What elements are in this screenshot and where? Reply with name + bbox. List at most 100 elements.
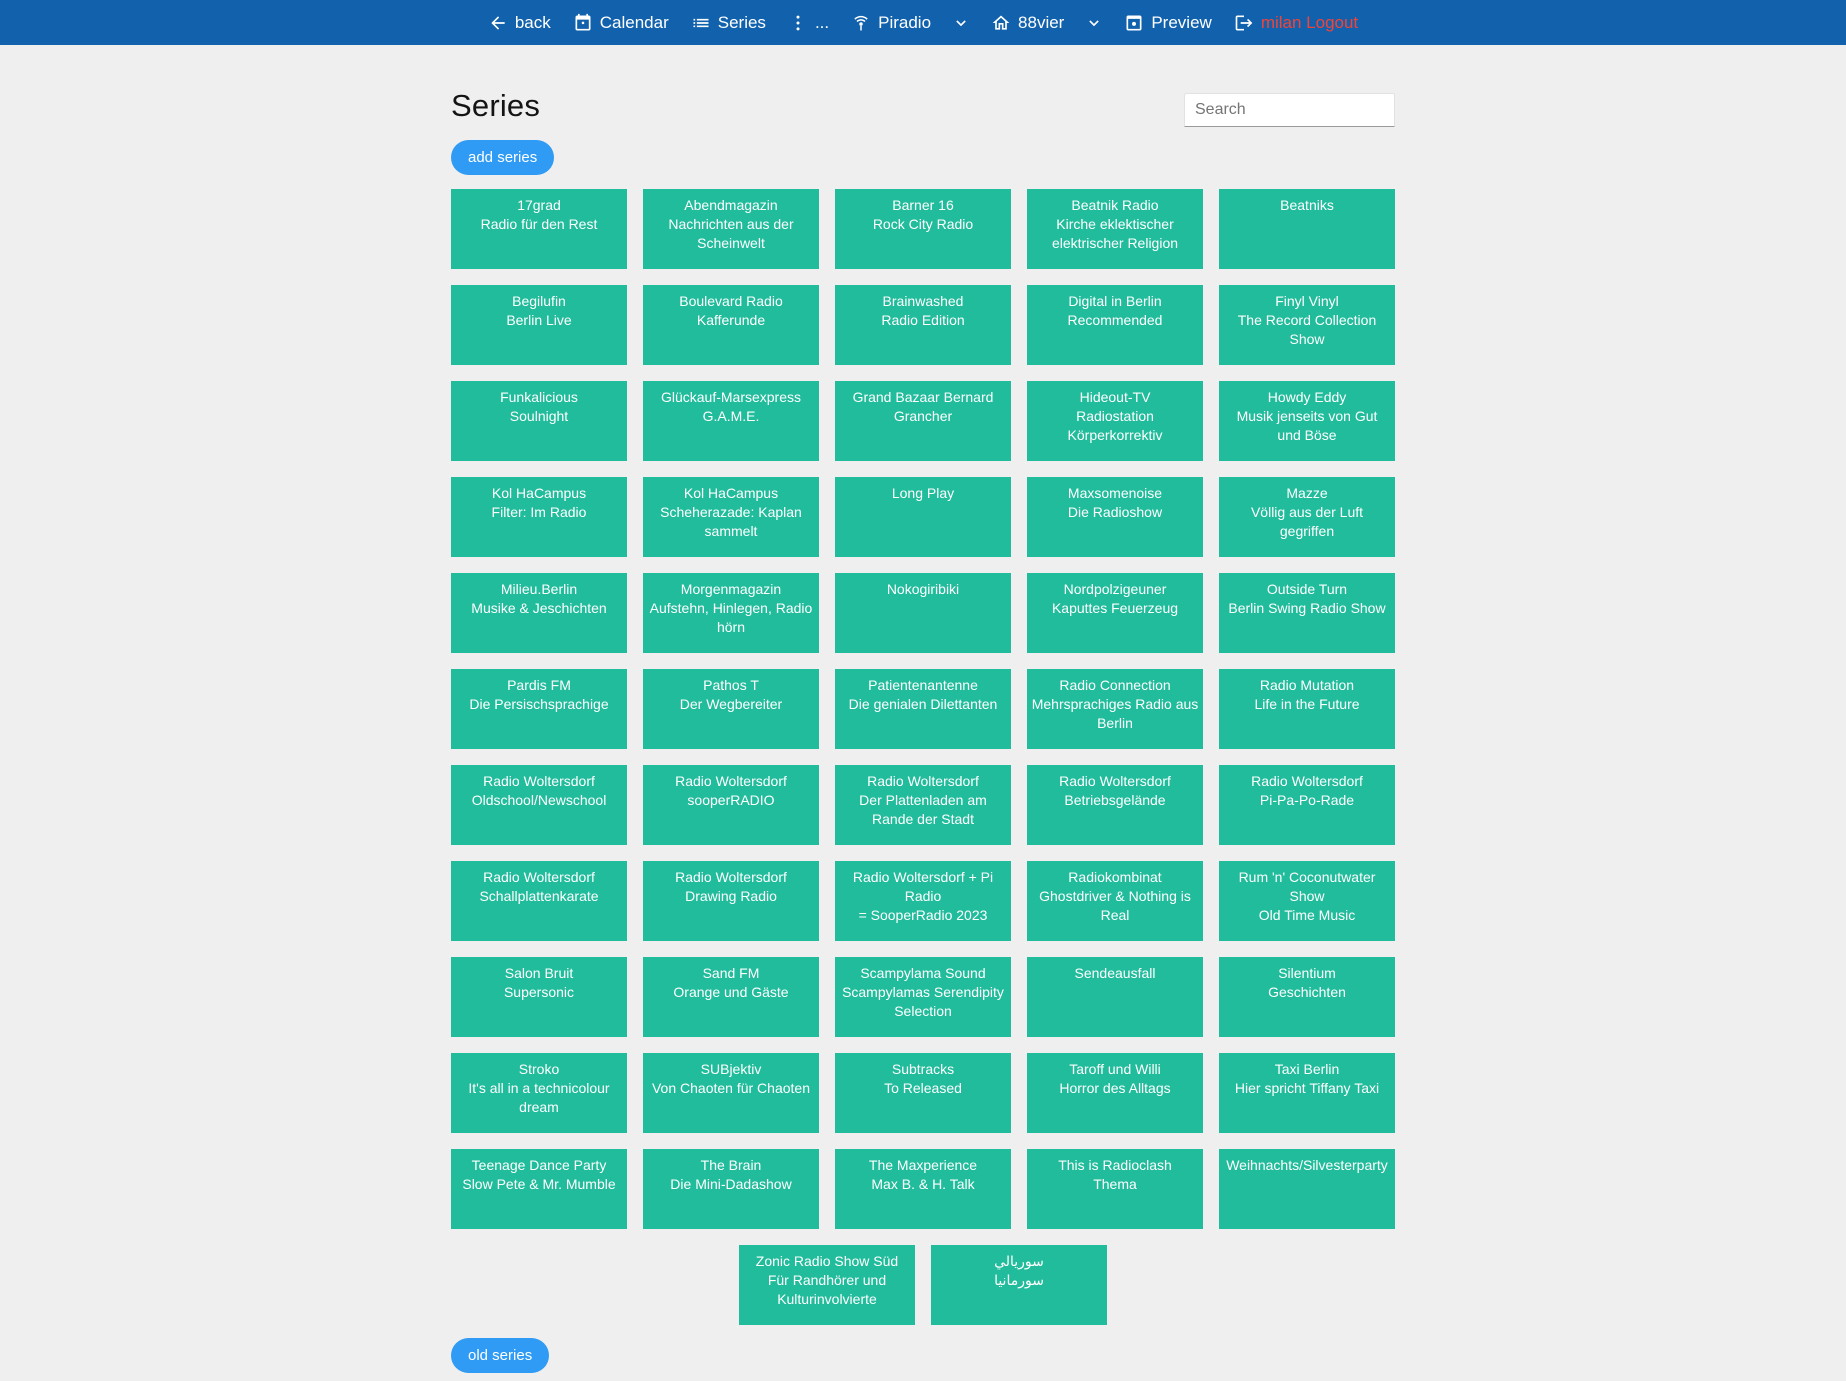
page-title: Series: [451, 88, 541, 123]
series-card[interactable]: Nordpolzigeuner Kaputtes Feuerzeug: [1027, 573, 1203, 653]
series-card[interactable]: Beatnik Radio Kirche eklektischer elektri…: [1027, 189, 1203, 269]
series-card[interactable]: Boulevard Radio Kafferunde: [643, 285, 819, 365]
series-card[interactable]: Radio Woltersdorf Drawing Radio: [643, 861, 819, 941]
series-card[interactable]: Salon Bruit Supersonic: [451, 957, 627, 1037]
series-card[interactable]: Radio Woltersdorf + Pi Radio = SooperRadi…: [835, 861, 1011, 941]
series-card[interactable]: Abendmagazin Nachrichten aus der Scheinwe…: [643, 189, 819, 269]
add-series-button[interactable]: add series: [451, 140, 555, 175]
series-card[interactable]: Finyl Vinyl The Record Collection Show: [1219, 285, 1395, 365]
series-card[interactable]: Subtracks To Released: [835, 1053, 1011, 1133]
series-card[interactable]: Maxsomenoise Die Radioshow: [1027, 477, 1203, 557]
series-card[interactable]: Beatniks: [1219, 189, 1395, 269]
series-card[interactable]: Radio Woltersdorf Schallplattenkarate: [451, 861, 627, 941]
series-card[interactable]: 17grad Radio für den Rest: [451, 189, 627, 269]
top-navbar-items: back Calendar Series... Piradio 88vier Previe…: [451, 0, 1395, 45]
series-name: Kol HaCampus: [491, 485, 587, 501]
nav-item-piradio[interactable]: Piradio: [840, 0, 942, 45]
series-card[interactable]: Grand Bazaar Bernard Grancher: [835, 381, 1011, 461]
nav-item-88vier[interactable]: 88vier: [980, 0, 1075, 45]
series-subtitle: Die genialen Dilettanten: [848, 696, 998, 712]
nav-item-station-dropdown[interactable]: [1075, 13, 1113, 33]
series-card[interactable]: Milieu.Berlin Musike & Jeschichten: [451, 573, 627, 653]
series-card[interactable]: Kol HaCampus Scheherazade: Kaplan sammelt: [643, 477, 819, 557]
series-subtitle: Scampylamas Serendipity Selection: [842, 984, 1004, 1019]
series-name: Nokogiribiki: [886, 581, 960, 597]
series-card[interactable]: سوريالي سورمانيا: [931, 1245, 1107, 1325]
series-card[interactable]: Teenage Dance Party Slow Pete & Mr. Mumbl…: [451, 1149, 627, 1229]
series-card[interactable]: Digital in Berlin Recommended: [1027, 285, 1203, 365]
nav-item-piradio-dropdown[interactable]: [942, 13, 980, 33]
series-card[interactable]: Morgenmagazin Aufstehn, Hinlegen, Radio h…: [643, 573, 819, 653]
series-card[interactable]: Sand FM Orange und Gäste: [643, 957, 819, 1037]
series-subtitle: Scheherazade: Kaplan sammelt: [660, 504, 802, 539]
series-subtitle: Radiostation Körperkorrektiv: [1067, 408, 1163, 443]
series-card[interactable]: Radio Mutation Life in the Future: [1219, 669, 1395, 749]
series-card[interactable]: Sendeausfall: [1027, 957, 1203, 1037]
series-card[interactable]: Radio Woltersdorf Der Plattenladen am Ran…: [835, 765, 1011, 845]
nav-item-series[interactable]: Series: [680, 0, 777, 45]
nav-item-back[interactable]: back: [477, 0, 562, 45]
series-card[interactable]: Brainwashed Radio Edition: [835, 285, 1011, 365]
series-card[interactable]: Radiokombinat Ghostdriver & Nothing is Re…: [1027, 861, 1203, 941]
series-name: Kol HaCampus: [683, 485, 779, 501]
series-card[interactable]: The Maxperience Max B. & H. Talk: [835, 1149, 1011, 1229]
series-card[interactable]: Radio Woltersdorf Pi-Pa-Po-Rade: [1219, 765, 1395, 845]
series-card[interactable]: Funkalicious Soulnight: [451, 381, 627, 461]
series-name: Radio Woltersdorf: [867, 773, 979, 789]
series-card[interactable]: Zonic Radio Show Süd Für Randhörer und Ku…: [739, 1245, 915, 1325]
series-card[interactable]: Long Play: [835, 477, 1011, 557]
series-card[interactable]: Weihnachts/Silvesterparty: [1219, 1149, 1395, 1229]
series-card[interactable]: Rum 'n' Coconutwater Show Old Time Music: [1219, 861, 1395, 941]
series-card[interactable]: Nokogiribiki: [835, 573, 1011, 653]
nav-item-calendar[interactable]: Calendar: [562, 0, 680, 45]
nav-item-label: Preview: [1151, 13, 1212, 32]
series-card[interactable]: Pardis FM Die Persischsprachige: [451, 669, 627, 749]
series-card[interactable]: Hideout-TV Radiostation Körperkorrektiv: [1027, 381, 1203, 461]
series-card[interactable]: Stroko It's all in a technicolour dream: [451, 1053, 627, 1133]
nav-item-logout[interactable]: milan Logout: [1223, 0, 1369, 45]
series-card[interactable]: Radio Woltersdorf Oldschool/Newschool: [451, 765, 627, 845]
series-card[interactable]: Pathos T Der Wegbereiter: [643, 669, 819, 749]
series-card[interactable]: Kol HaCampus Filter: Im Radio: [451, 477, 627, 557]
nav-item-preview[interactable]: Preview: [1113, 0, 1222, 45]
series-name: Radio Woltersdorf: [1251, 773, 1363, 789]
series-card[interactable]: Outside Turn Berlin Swing Radio Show: [1219, 573, 1395, 653]
series-card[interactable]: Patientenantenne Die genialen Dilettanten: [835, 669, 1011, 749]
series-subtitle: Der Plattenladen am Rande der Stadt: [859, 792, 987, 827]
series-card[interactable]: Radio Connection Mehrsprachiges Radio aus…: [1027, 669, 1203, 749]
series-name: Funkalicious: [500, 389, 578, 405]
series-name: Beatnik Radio: [1071, 197, 1159, 213]
series-card[interactable]: Glückauf-Marsexpress G.A.M.E.: [643, 381, 819, 461]
series-subtitle: Nachrichten aus der Scheinwelt: [668, 216, 794, 251]
series-name: The Brain: [700, 1157, 762, 1173]
series-card[interactable]: Taroff und Willi Horror des Alltags: [1027, 1053, 1203, 1133]
series-name: Scampylama Sound: [860, 965, 986, 981]
series-subtitle: Supersonic: [503, 984, 575, 1000]
series-subtitle: Die Mini-Dadashow: [670, 1176, 792, 1192]
series-subtitle: Oldschool/Newschool: [471, 792, 607, 808]
old-series-button[interactable]: old series: [451, 1338, 550, 1373]
series-card[interactable]: Mazze Völlig aus der Luft gegriffen: [1219, 477, 1395, 557]
nav-item-more[interactable]: ...: [777, 0, 840, 45]
series-card[interactable]: Howdy Eddy Musik jenseits von Gut und Bös…: [1219, 381, 1395, 461]
series-page: Series add series 17grad Radio für den Re…: [451, 45, 1395, 1381]
series-card[interactable]: Radio Woltersdorf sooperRADIO: [643, 765, 819, 845]
series-card[interactable]: Begilufin Berlin Live: [451, 285, 627, 365]
series-card[interactable]: The Brain Die Mini-Dadashow: [643, 1149, 819, 1229]
series-subtitle: Thema: [1093, 1176, 1137, 1192]
series-card[interactable]: Silentium Geschichten: [1219, 957, 1395, 1037]
series-name: SUBjektiv: [700, 1061, 762, 1077]
series-name: Zonic Radio Show Süd: [755, 1253, 899, 1269]
series-card[interactable]: This is Radioclash Thema: [1027, 1149, 1203, 1229]
series-subtitle: Für Randhörer und Kulturinvolvierte: [767, 1272, 887, 1307]
series-card[interactable]: Barner 16 Rock City Radio: [835, 189, 1011, 269]
series-card[interactable]: Scampylama Sound Scampylamas Serendipity …: [835, 957, 1011, 1037]
series-subtitle: سورمانيا: [994, 1272, 1044, 1288]
series-name: Radio Woltersdorf: [675, 869, 787, 885]
search-input[interactable]: [1184, 93, 1395, 127]
series-card[interactable]: SUBjektiv Von Chaoten für Chaoten: [643, 1053, 819, 1133]
series-name: The Maxperience: [868, 1157, 978, 1173]
series-subtitle: Berlin Live: [506, 312, 572, 328]
series-card[interactable]: Radio Woltersdorf Betriebsgelände: [1027, 765, 1203, 845]
series-card[interactable]: Taxi Berlin Hier spricht Tiffany Taxi: [1219, 1053, 1395, 1133]
